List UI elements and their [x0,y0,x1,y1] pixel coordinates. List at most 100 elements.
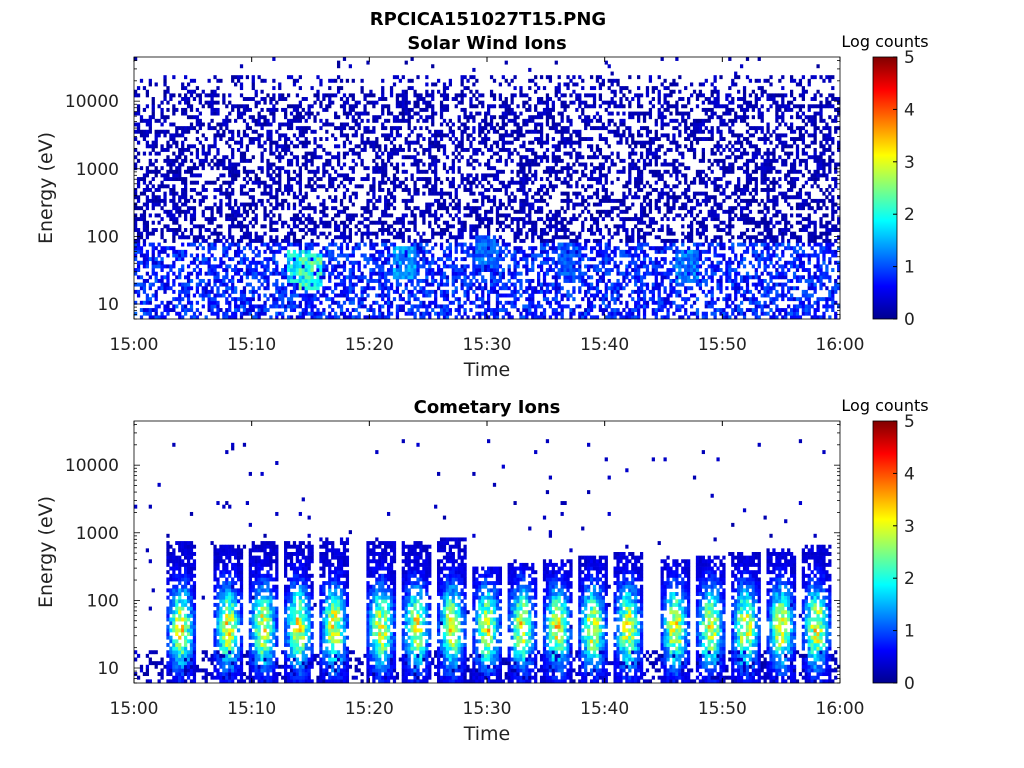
heatmap-cell [157,220,161,225]
heatmap-cell [216,188,220,192]
heatmap-cell [275,173,279,178]
heatmap-cell [528,213,532,218]
heatmap-cell [263,78,267,83]
heatmap-cell [510,198,514,203]
heatmap-cell [525,107,529,112]
heatmap-cell [557,158,561,163]
heatmap-cell [487,122,491,127]
heatmap-cell [572,278,576,283]
heatmap-cell [222,158,226,163]
heatmap-cell [242,308,247,313]
heatmap-cell [289,162,294,167]
heatmap-cell [169,162,173,167]
heatmap-cell [569,100,573,105]
heatmap-cell [395,177,400,182]
heatmap-cell [213,278,217,283]
heatmap-cell [566,268,570,272]
heatmap-cell [475,158,479,163]
heatmap-cell [304,217,308,222]
heatmap-cell [151,111,155,116]
heatmap-cell [428,93,432,98]
heatmap-cell [345,246,350,251]
heatmap-cell [236,133,241,138]
heatmap-cell [281,202,285,207]
heatmap-cell [542,220,547,225]
heatmap-cell [157,151,161,156]
heatmap-cell [304,137,308,141]
heatmap-cell [472,249,476,254]
heatmap-cell [363,224,367,229]
heatmap-cell [569,198,573,203]
heatmap-cell [257,260,261,265]
heatmap-cell [222,100,226,105]
heatmap-cell [339,122,344,127]
heatmap-cell [413,293,417,298]
heatmap-cell [134,202,138,207]
heatmap-cell [201,246,205,251]
heatmap-cell [481,137,485,141]
heatmap-cell [389,242,394,247]
heatmap-cell [428,238,432,243]
heatmap-cell [163,275,167,280]
heatmap-cell [278,184,282,189]
heatmap-cell [145,104,150,109]
heatmap-cell [569,155,573,160]
heatmap-cell [504,115,508,120]
heatmap-cell [525,308,529,313]
heatmap-cell [442,275,447,280]
heatmap-cell [566,162,570,167]
heatmap-cell [201,144,205,149]
heatmap-cell [563,257,567,262]
heatmap-cell [492,115,497,120]
heatmap-cell [372,253,376,258]
heatmap-cell [254,100,258,105]
heatmap-cell [166,177,170,182]
heatmap-cell [572,202,576,207]
heatmap-cell [281,289,285,294]
heatmap-cell [569,217,573,222]
heatmap-cell [537,188,541,192]
heatmap-cell [475,238,479,243]
heatmap-cell [216,107,220,112]
heatmap-cell [475,111,479,116]
heatmap-cell [163,173,167,178]
heatmap-cell [298,268,302,272]
heatmap-cell [584,162,588,167]
heatmap-cell [563,224,567,229]
heatmap-cell [175,191,179,196]
heatmap-cell [366,282,370,287]
heatmap-cell [389,282,394,287]
heatmap-cell [481,311,485,316]
heatmap-cell [310,228,314,232]
heatmap-cell [460,137,464,141]
heatmap-cell [560,100,564,105]
heatmap-cell [134,242,138,247]
heatmap-cell [325,268,329,272]
heatmap-cell [348,231,352,236]
heatmap-cell [495,151,500,156]
heatmap-cell [351,271,355,276]
heatmap-cell [228,213,232,218]
heatmap-cell [184,107,188,112]
heatmap-cell [401,257,405,262]
heatmap-cell [242,129,247,134]
heatmap-cell [281,191,285,196]
heatmap-cell [545,155,550,160]
heatmap-cell [195,147,200,152]
heatmap-cell [398,118,402,123]
heatmap-cell [334,242,338,247]
heatmap-cell [254,206,258,211]
heatmap-cell [354,315,358,320]
heatmap-cell [389,304,394,309]
heatmap-cell [163,286,167,291]
heatmap-cell [325,137,329,141]
heatmap-cell [289,282,294,287]
heatmap-cell [454,235,458,240]
heatmap-cell [198,162,202,167]
heatmap-cell [425,282,429,287]
heatmap-cell [166,213,170,218]
heatmap-cell [436,89,441,94]
heatmap-cell [445,264,450,269]
heatmap-cell [472,93,476,98]
heatmap-cell [216,151,220,156]
